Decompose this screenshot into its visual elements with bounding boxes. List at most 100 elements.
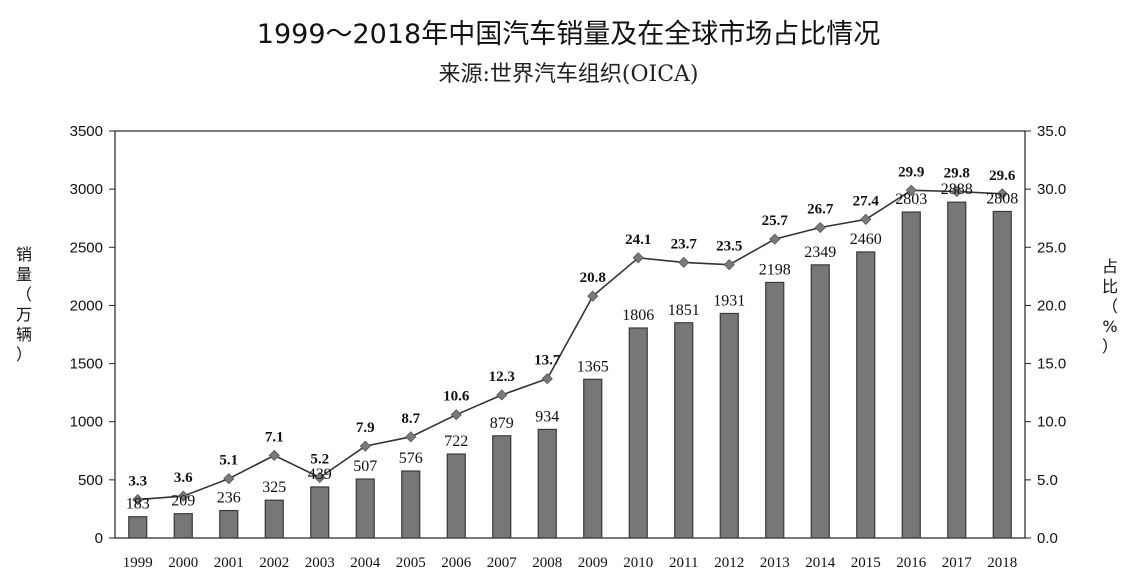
bar-2017 (947, 201, 967, 539)
share-point-2002 (268, 449, 280, 462)
bar-value-label: 2198 (759, 261, 791, 278)
share-point-2006 (450, 409, 462, 421)
share-value-label: 25.7 (762, 213, 789, 229)
left-axis-title: 销量（万辆） (16, 245, 32, 364)
share-line-series (132, 184, 1008, 506)
share-value-label: 7.1 (265, 429, 284, 445)
bar-value-label: 2808 (986, 190, 1018, 207)
share-value-labels: 3.3 3.6 5.1 7.1 5.2 7.9 8.7 10.6 12.3 13.7 20.8 24.… (128, 164, 1016, 489)
x-tick-label: 2007 (487, 555, 518, 571)
x-tick-label: 2013 (760, 555, 790, 571)
share-point-2000 (177, 490, 189, 502)
share-point-1999 (132, 494, 144, 506)
share-point-2012 (723, 259, 735, 271)
share-point-2007 (496, 389, 508, 401)
left-tick-label: 3500 (70, 123, 103, 140)
share-point-2017 (951, 185, 963, 198)
share-value-label: 23.7 (671, 236, 698, 252)
bar-2010 (628, 327, 648, 539)
x-tick-label: 2006 (441, 555, 472, 571)
x-tick-label: 2014 (805, 555, 836, 571)
x-tick-label: 2005 (396, 555, 426, 571)
bar-value-label: 183 (126, 496, 150, 513)
left-axis-ticks: 0 500 1000 1500 2000 2500 3000 3500 (70, 123, 115, 547)
share-point-2011 (678, 256, 690, 268)
bar-value-label: 1851 (668, 302, 700, 319)
bar-2007 (492, 435, 512, 539)
share-value-label: 20.8 (580, 270, 606, 286)
bar-2013 (765, 281, 785, 539)
bar-series (128, 201, 1012, 539)
share-value-label: 13.7 (534, 353, 561, 369)
bar-value-label: 2460 (850, 231, 882, 248)
bar-2016 (901, 211, 921, 539)
bar-value-label: 439 (308, 466, 332, 483)
bar-value-label: 879 (490, 415, 514, 432)
bar-value-label: 1365 (577, 358, 609, 375)
bar-2012 (719, 312, 739, 539)
bar-value-label: 722 (444, 433, 468, 450)
bar-value-label: 325 (262, 479, 286, 496)
chart-subtitle: 来源:世界汽车组织(OICA) (438, 62, 699, 87)
x-tick-label: 2009 (578, 555, 608, 571)
share-value-label: 3.3 (128, 474, 147, 490)
bar-2008 (537, 428, 557, 539)
left-tick-label: 0 (95, 530, 103, 547)
right-tick-label: 20.0 (1037, 297, 1066, 314)
right-axis-title-text: 占比（%） (1102, 257, 1118, 356)
bar-2003 (310, 486, 330, 539)
left-axis-title-text: 销量（万辆） (16, 245, 32, 364)
share-value-label: 10.6 (443, 389, 470, 405)
right-axis-ticks: 0.0 5.0 10.0 15.0 20.0 25.0 30.0 35.0 (1025, 123, 1066, 547)
share-point-2008 (541, 373, 553, 385)
x-tick-label: 2015 (851, 555, 881, 571)
share-point-2014 (814, 221, 826, 234)
share-point-2010 (632, 252, 644, 264)
bar-value-label: 209 (171, 493, 195, 510)
share-point-2003 (314, 471, 326, 484)
bar-value-label: 2888 (941, 181, 973, 198)
x-axis-ticks: 1999 2000 2001 2002 2003 2004 2005 2006 2007 2008… (123, 555, 1018, 571)
x-tick-label: 2002 (259, 555, 289, 571)
bar-2006 (446, 453, 466, 539)
x-tick-label: 1999 (123, 555, 153, 571)
x-tick-label: 2017 (942, 555, 973, 571)
bar-value-label: 934 (535, 408, 559, 425)
bar-value-labels: 183 209 236 325 439 507 576 722 879 934 1365 1806 18… (126, 181, 1019, 513)
share-value-label: 8.7 (401, 411, 420, 427)
x-tick-label: 2001 (214, 555, 244, 571)
share-value-label: 3.6 (174, 470, 193, 486)
share-value-label: 5.2 (310, 452, 329, 468)
x-tick-label: 2012 (714, 555, 744, 571)
bar-value-label: 507 (353, 458, 377, 475)
bar-2015 (856, 251, 876, 539)
bar-value-label: 1931 (713, 292, 745, 309)
left-tick-label: 2500 (70, 239, 103, 256)
right-tick-label: 10.0 (1037, 414, 1066, 431)
x-tick-label: 2010 (623, 555, 653, 571)
bar-value-label: 2349 (804, 244, 836, 261)
share-point-2013 (769, 233, 781, 245)
share-point-2015 (860, 213, 872, 225)
share-point-2005 (405, 431, 417, 443)
share-value-label: 27.4 (853, 193, 880, 209)
bar-2014 (810, 264, 830, 539)
bar-value-label: 236 (217, 490, 241, 507)
bar-2002 (264, 499, 284, 539)
share-point-2018 (996, 188, 1008, 200)
bar-2000 (173, 513, 193, 539)
share-line (137, 189, 1003, 501)
x-tick-label: 2018 (987, 555, 1017, 571)
x-tick-label: 2004 (350, 555, 381, 571)
bar-2018 (992, 210, 1012, 539)
left-tick-label: 1500 (70, 356, 103, 373)
share-point-2016 (905, 184, 917, 196)
right-tick-label: 30.0 (1037, 181, 1066, 198)
share-value-label: 7.9 (356, 420, 375, 436)
x-tick-label: 2011 (669, 555, 698, 571)
bar-2004 (355, 478, 375, 539)
share-value-label: 23.5 (716, 239, 742, 255)
share-value-label: 5.1 (219, 453, 238, 469)
bar-value-label: 2803 (895, 191, 927, 208)
